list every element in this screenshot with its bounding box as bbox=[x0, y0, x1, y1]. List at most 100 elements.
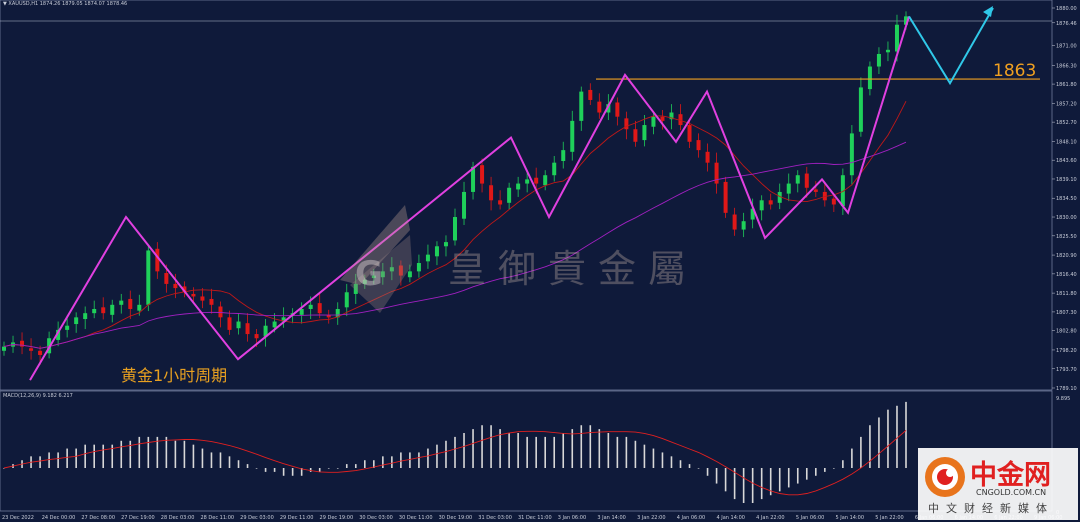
candle-body bbox=[732, 214, 737, 230]
macd-histogram-bar bbox=[869, 425, 871, 468]
macd-histogram-bar bbox=[760, 468, 763, 500]
candle-body bbox=[380, 271, 385, 278]
macd-histogram-bar bbox=[860, 436, 862, 468]
brand-name: 中金网 bbox=[970, 460, 1051, 491]
candle-body bbox=[741, 221, 746, 230]
macd-histogram-bar bbox=[400, 452, 402, 468]
brand-tagline: 中文财经新媒体 bbox=[928, 502, 1054, 515]
y-tick-label: 1820.90 bbox=[1056, 253, 1077, 259]
candle-body bbox=[543, 175, 548, 186]
candle-body bbox=[29, 348, 34, 351]
macd-histogram-bar bbox=[84, 444, 86, 468]
candle-body bbox=[750, 208, 755, 220]
y-tick-label: 1880.00 bbox=[1056, 6, 1077, 12]
chart-caption: 黄金1小时周期 bbox=[121, 366, 228, 385]
y-tick-label: 1861.80 bbox=[1056, 82, 1077, 88]
candle-body bbox=[254, 334, 259, 339]
candle-body bbox=[245, 323, 250, 335]
y-tick-label: 1834.50 bbox=[1056, 196, 1077, 202]
macd-histogram-bar bbox=[490, 425, 492, 468]
x-tick-label: 4 Jan 06:00 bbox=[677, 515, 705, 521]
macd-histogram-bar bbox=[805, 468, 808, 480]
macd-histogram-bar bbox=[93, 444, 95, 468]
candle-body bbox=[885, 49, 890, 53]
macd-histogram-bar bbox=[3, 468, 5, 469]
macd-histogram-bar bbox=[48, 452, 50, 468]
candle-body bbox=[588, 89, 593, 100]
macd-histogram-bar bbox=[661, 452, 664, 468]
candle-body bbox=[552, 162, 557, 176]
macd-histogram-bar bbox=[228, 456, 231, 468]
macd-histogram-bar bbox=[364, 460, 366, 468]
candle-body bbox=[786, 183, 791, 194]
macd-histogram-bar bbox=[183, 440, 186, 468]
candle-body bbox=[516, 183, 521, 190]
macd-signal-line bbox=[3, 430, 907, 496]
macd-histogram-bar bbox=[309, 468, 312, 472]
brand-url: CNGOLD.COM.CN bbox=[976, 488, 1047, 497]
candle-body bbox=[651, 116, 656, 127]
candle-body bbox=[362, 279, 367, 284]
candle-body bbox=[660, 116, 665, 121]
macd-histogram-bar bbox=[156, 436, 159, 468]
candle-body bbox=[101, 307, 106, 314]
symbol-info: ▼ XAUUSD,H1 1874.26 1879.05 1874.07 1878… bbox=[3, 1, 128, 7]
candle-body bbox=[462, 191, 467, 219]
candle-body bbox=[38, 350, 43, 355]
macd-histogram-bar bbox=[111, 444, 114, 468]
macd-histogram-bar bbox=[282, 468, 285, 476]
candle-body bbox=[83, 313, 88, 320]
candle-body bbox=[723, 181, 728, 213]
candle-body bbox=[849, 133, 854, 176]
y-tick-label: 1825.50 bbox=[1056, 234, 1077, 240]
macd-histogram-bar bbox=[201, 448, 204, 468]
candle-body bbox=[894, 24, 899, 52]
macd-histogram-bar bbox=[607, 433, 610, 468]
candle-body bbox=[570, 120, 575, 152]
macd-histogram-bar bbox=[580, 425, 583, 468]
candle-body bbox=[56, 329, 61, 340]
macd-histogram-bar bbox=[102, 444, 105, 468]
x-tick-label: 3 Jan 22:00 bbox=[637, 515, 665, 521]
candle-body bbox=[110, 304, 115, 315]
x-tick-label: 27 Dec 19:00 bbox=[121, 515, 155, 521]
candle-body bbox=[471, 166, 476, 192]
macd-histogram-bar bbox=[174, 440, 177, 468]
candle-body bbox=[425, 254, 430, 262]
watermark: 皇御貴金屬 bbox=[448, 247, 699, 291]
macd-y-tick-label: 9.895 bbox=[1056, 396, 1070, 402]
macd-histogram-bar bbox=[679, 460, 682, 468]
y-tick-label: 1816.40 bbox=[1056, 272, 1077, 278]
candle-body bbox=[173, 283, 178, 289]
y-tick-label: 1830.00 bbox=[1056, 215, 1077, 221]
level-label: 1863 bbox=[993, 61, 1037, 81]
macd-histogram-bar bbox=[544, 436, 546, 468]
candle-body bbox=[434, 246, 439, 257]
candle-body bbox=[389, 267, 394, 272]
x-tick-label: 30 Dec 19:00 bbox=[439, 515, 473, 521]
candle-body bbox=[407, 271, 412, 278]
candle-body bbox=[624, 118, 629, 130]
y-tick-label: 1807.30 bbox=[1056, 310, 1077, 316]
macd-histogram-bar bbox=[697, 468, 700, 469]
x-tick-label: 29 Dec 03:00 bbox=[240, 515, 274, 521]
macd-histogram-bar bbox=[463, 433, 465, 468]
macd-histogram-bar bbox=[715, 468, 718, 484]
macd-histogram-bar bbox=[751, 468, 754, 503]
x-tick-label: 23 Dec 2022 bbox=[2, 515, 34, 521]
candle-body bbox=[687, 125, 692, 142]
macd-histogram-bar bbox=[571, 429, 574, 468]
x-tick-label: 5 Jan 14:00 bbox=[836, 515, 864, 521]
macd-histogram-bar bbox=[57, 452, 59, 468]
macd-histogram-bar bbox=[382, 456, 384, 468]
candle-body bbox=[281, 317, 286, 322]
candle-body bbox=[759, 200, 764, 211]
brand-swirl-icon bbox=[925, 457, 965, 497]
candle-body bbox=[353, 283, 358, 294]
macd-histogram-bar bbox=[643, 444, 646, 468]
macd-histogram-bar bbox=[210, 452, 213, 468]
y-tick-label: 1848.10 bbox=[1056, 139, 1077, 145]
candle-body bbox=[714, 162, 719, 184]
candle-body bbox=[498, 200, 503, 205]
macd-histogram-bar bbox=[634, 440, 637, 468]
